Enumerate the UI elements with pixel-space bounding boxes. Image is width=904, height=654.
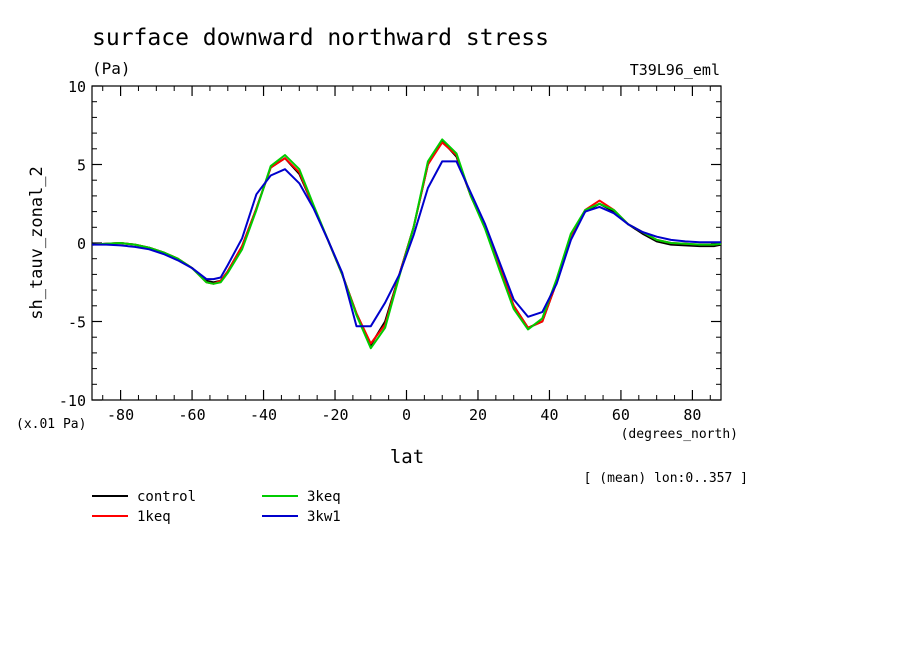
y-tick-label: 5 xyxy=(77,157,86,175)
legend: control 1keq 3keq 3kw1 xyxy=(92,489,341,525)
y-tick-label: 10 xyxy=(68,78,86,96)
x-axis-label: lat xyxy=(390,446,424,468)
run-label: T39L96_eml xyxy=(630,61,720,79)
x-tick-label: 80 xyxy=(683,406,701,424)
mean-note: [ (mean) lon:0..357 ] xyxy=(584,471,748,486)
x-tick-label: 40 xyxy=(540,406,558,424)
x-tick-label: -20 xyxy=(321,406,348,424)
y-tick-label: -10 xyxy=(59,392,86,410)
x-tick-label: 0 xyxy=(402,406,411,424)
y-axis: -10 -5 0 5 10 xyxy=(59,78,721,410)
y-unit-label: (x.01 Pa) xyxy=(16,417,86,432)
y-minor-ticks xyxy=(92,101,721,385)
x-tick-label: 60 xyxy=(612,406,630,424)
y-tick-label: -5 xyxy=(68,314,86,332)
legend-label-1keq: 1keq xyxy=(137,509,171,525)
x-unit-label: (degrees_north) xyxy=(621,427,738,442)
series-line-3keq xyxy=(91,138,722,350)
x-minor-ticks xyxy=(102,86,711,400)
x-axis: -80 -60 -40 -20 0 20 40 60 80 xyxy=(107,86,701,424)
x-tick-label: -40 xyxy=(250,406,277,424)
legend-label-3kw1: 3kw1 xyxy=(307,509,341,525)
chart-title: surface downward northward stress xyxy=(92,25,549,51)
y-tick-label: 0 xyxy=(77,235,86,253)
x-tick-label: -80 xyxy=(107,406,134,424)
series-line-control xyxy=(91,139,722,347)
legend-label-3keq: 3keq xyxy=(307,489,341,505)
series-line-3kw1 xyxy=(92,160,721,328)
series-line-1keq xyxy=(91,141,722,345)
x-tick-label: -60 xyxy=(179,406,206,424)
series-lines xyxy=(91,138,722,350)
legend-label-control: control xyxy=(137,489,196,505)
chart-subtitle: (Pa) xyxy=(92,59,131,78)
x-tick-label: 20 xyxy=(469,406,487,424)
y-axis-label: sh_tauv_zonal_2 xyxy=(27,166,47,320)
plot-frame xyxy=(91,85,722,401)
